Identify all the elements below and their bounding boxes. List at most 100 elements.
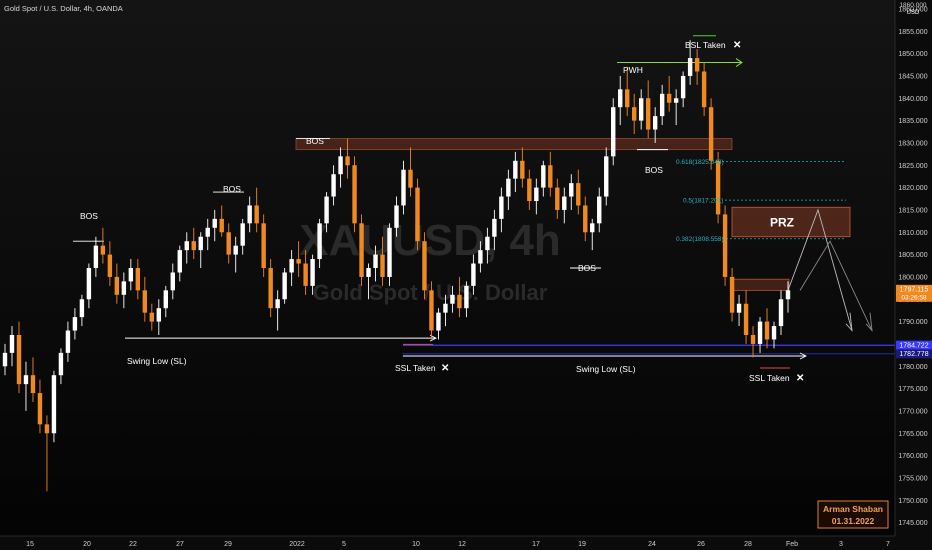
x-tick-label: 24 — [648, 541, 656, 548]
x-tick-label: 22 — [129, 541, 137, 548]
candle-body — [555, 187, 560, 210]
candle-body — [240, 223, 245, 246]
candle-body — [785, 290, 791, 300]
candle-body — [506, 178, 511, 197]
candle-body — [282, 272, 287, 300]
swing-low-arrow — [429, 334, 438, 342]
candle-body — [450, 294, 455, 304]
candle-body — [625, 89, 630, 108]
fib-label: 0.618(1825.848) — [676, 159, 724, 166]
candle-body — [513, 160, 518, 179]
y-tick-label: 1800.000 — [898, 274, 927, 281]
candle-body — [492, 218, 497, 237]
top-axis-label: 1860.000 — [899, 2, 926, 9]
y-tick-label: 1755.000 — [898, 475, 927, 482]
candle-body — [541, 165, 546, 188]
candle-body — [44, 424, 50, 434]
price-tag-bg — [896, 284, 932, 302]
y-tick-label: 1835.000 — [898, 118, 927, 125]
candle-body — [604, 156, 609, 197]
candle-body — [590, 223, 595, 233]
candle-body — [618, 89, 623, 108]
candle-body — [729, 276, 735, 313]
candle-body — [135, 268, 141, 291]
candle-body — [247, 205, 252, 224]
candle-body — [422, 241, 427, 291]
x-tick-label: 26 — [697, 541, 705, 548]
close-x-icon: ✕ — [441, 363, 449, 374]
y-tick-label: 1750.000 — [898, 498, 927, 505]
levels-layer — [73, 35, 895, 369]
projection-arrow — [845, 312, 853, 332]
price-tag-value: 1782.778 — [899, 351, 928, 358]
candle-body — [645, 98, 651, 130]
candle-body — [30, 375, 36, 394]
x-tick-label: 20 — [83, 541, 91, 548]
candle-body — [471, 263, 476, 286]
bos-supply-zone — [295, 138, 733, 151]
candle-body — [107, 254, 113, 277]
signature-author: Arman Shaban — [823, 504, 883, 514]
candle-body — [694, 58, 700, 72]
projection-path — [787, 208, 853, 331]
close-x-icon: ✕ — [796, 373, 804, 384]
candle-body — [520, 160, 525, 179]
signature-date: 01.31.2022 — [832, 516, 875, 526]
candle-body — [778, 299, 784, 327]
price-tag-value: 1784.722 — [899, 342, 928, 349]
candle-body — [429, 290, 434, 331]
candles-layer — [2, 40, 791, 492]
candle-body — [722, 214, 728, 277]
projection-path-2 — [799, 240, 873, 331]
time-axis[interactable] — [0, 536, 932, 550]
watermark-ticker: XAUUSD, 4h — [299, 216, 561, 265]
candle-body — [401, 169, 406, 206]
candle-body — [184, 241, 189, 251]
candle-body — [303, 263, 308, 286]
x-tick-label: 17 — [532, 541, 540, 548]
x-tick-label: 7 — [886, 541, 890, 548]
x-tick-label: 29 — [224, 541, 232, 548]
candle-body — [359, 223, 364, 277]
candle-body — [261, 223, 266, 268]
prz-label: PRZ — [770, 215, 794, 229]
x-tick-label: 3 — [839, 541, 843, 548]
bos-label: BOS — [645, 165, 663, 175]
y-tick-label: 1805.000 — [898, 252, 927, 259]
candle-body — [275, 299, 280, 309]
x-tick-label: 2022 — [289, 541, 305, 548]
pwh-label: PWH — [623, 65, 643, 75]
candle-body — [219, 218, 224, 233]
candle-body — [163, 290, 168, 309]
candle-body — [673, 98, 679, 103]
candle-body — [177, 250, 182, 273]
x-tick-label: 15 — [26, 541, 34, 548]
candle-body — [743, 303, 749, 335]
bsl-taken-label: BSL Taken — [685, 40, 726, 50]
candle-body — [72, 317, 78, 331]
candle-body — [16, 335, 22, 385]
candle-body — [65, 330, 71, 353]
candle-body — [198, 236, 203, 251]
swing-low-label: Swing Low (SL) — [127, 356, 187, 366]
candle-body — [562, 196, 567, 210]
candle-body — [2, 352, 8, 367]
candle-body — [415, 187, 420, 242]
candle-body — [757, 321, 763, 344]
y-tick-label: 1775.000 — [898, 386, 927, 393]
prz-zone — [731, 206, 851, 238]
y-tick-label: 1830.000 — [898, 140, 927, 147]
x-tick-label: 10 — [412, 541, 420, 548]
candle-body — [289, 259, 294, 273]
candle-body — [191, 241, 196, 251]
y-tick-label: 1780.000 — [898, 364, 927, 371]
price-axis[interactable] — [895, 0, 932, 550]
price-tag-value: 1797.115 — [900, 287, 929, 294]
candle-body — [86, 268, 92, 300]
candle-body — [156, 308, 162, 322]
x-tick-label: Feb — [786, 541, 798, 548]
y-tick-label: 1810.000 — [898, 230, 927, 237]
